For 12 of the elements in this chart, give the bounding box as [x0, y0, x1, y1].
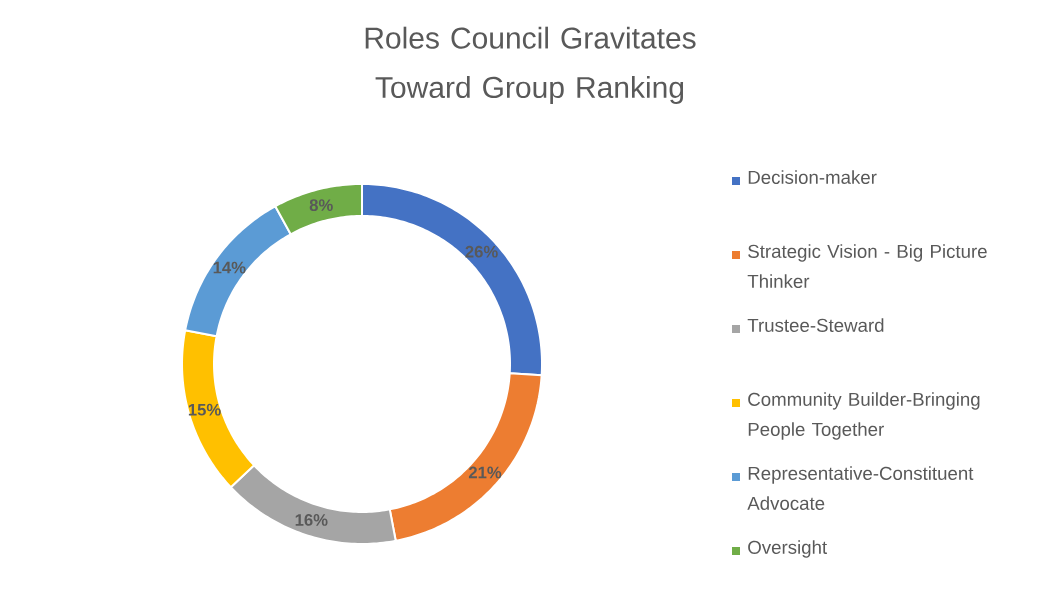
data-label: 26% — [465, 245, 498, 258]
legend-label: Oversight — [748, 540, 828, 558]
data-label: 16% — [295, 514, 328, 526]
legend-label: Decision-maker — [748, 170, 877, 184]
data-label: 14% — [213, 261, 246, 274]
legend-label: Community Builder-Bringing People Together — [748, 392, 980, 440]
legend-label: Representative-Constituent Advocate — [747, 466, 974, 510]
legend-label: Trustee-Steward — [747, 318, 884, 332]
data-label: 8% — [309, 199, 333, 212]
legend-label: Strategic Vision - Big Picture Thinker — [747, 244, 987, 288]
data-label: 21% — [468, 466, 502, 479]
chart-title: Roles Council Gravitates Toward Group Ranking — [365, 26, 696, 104]
